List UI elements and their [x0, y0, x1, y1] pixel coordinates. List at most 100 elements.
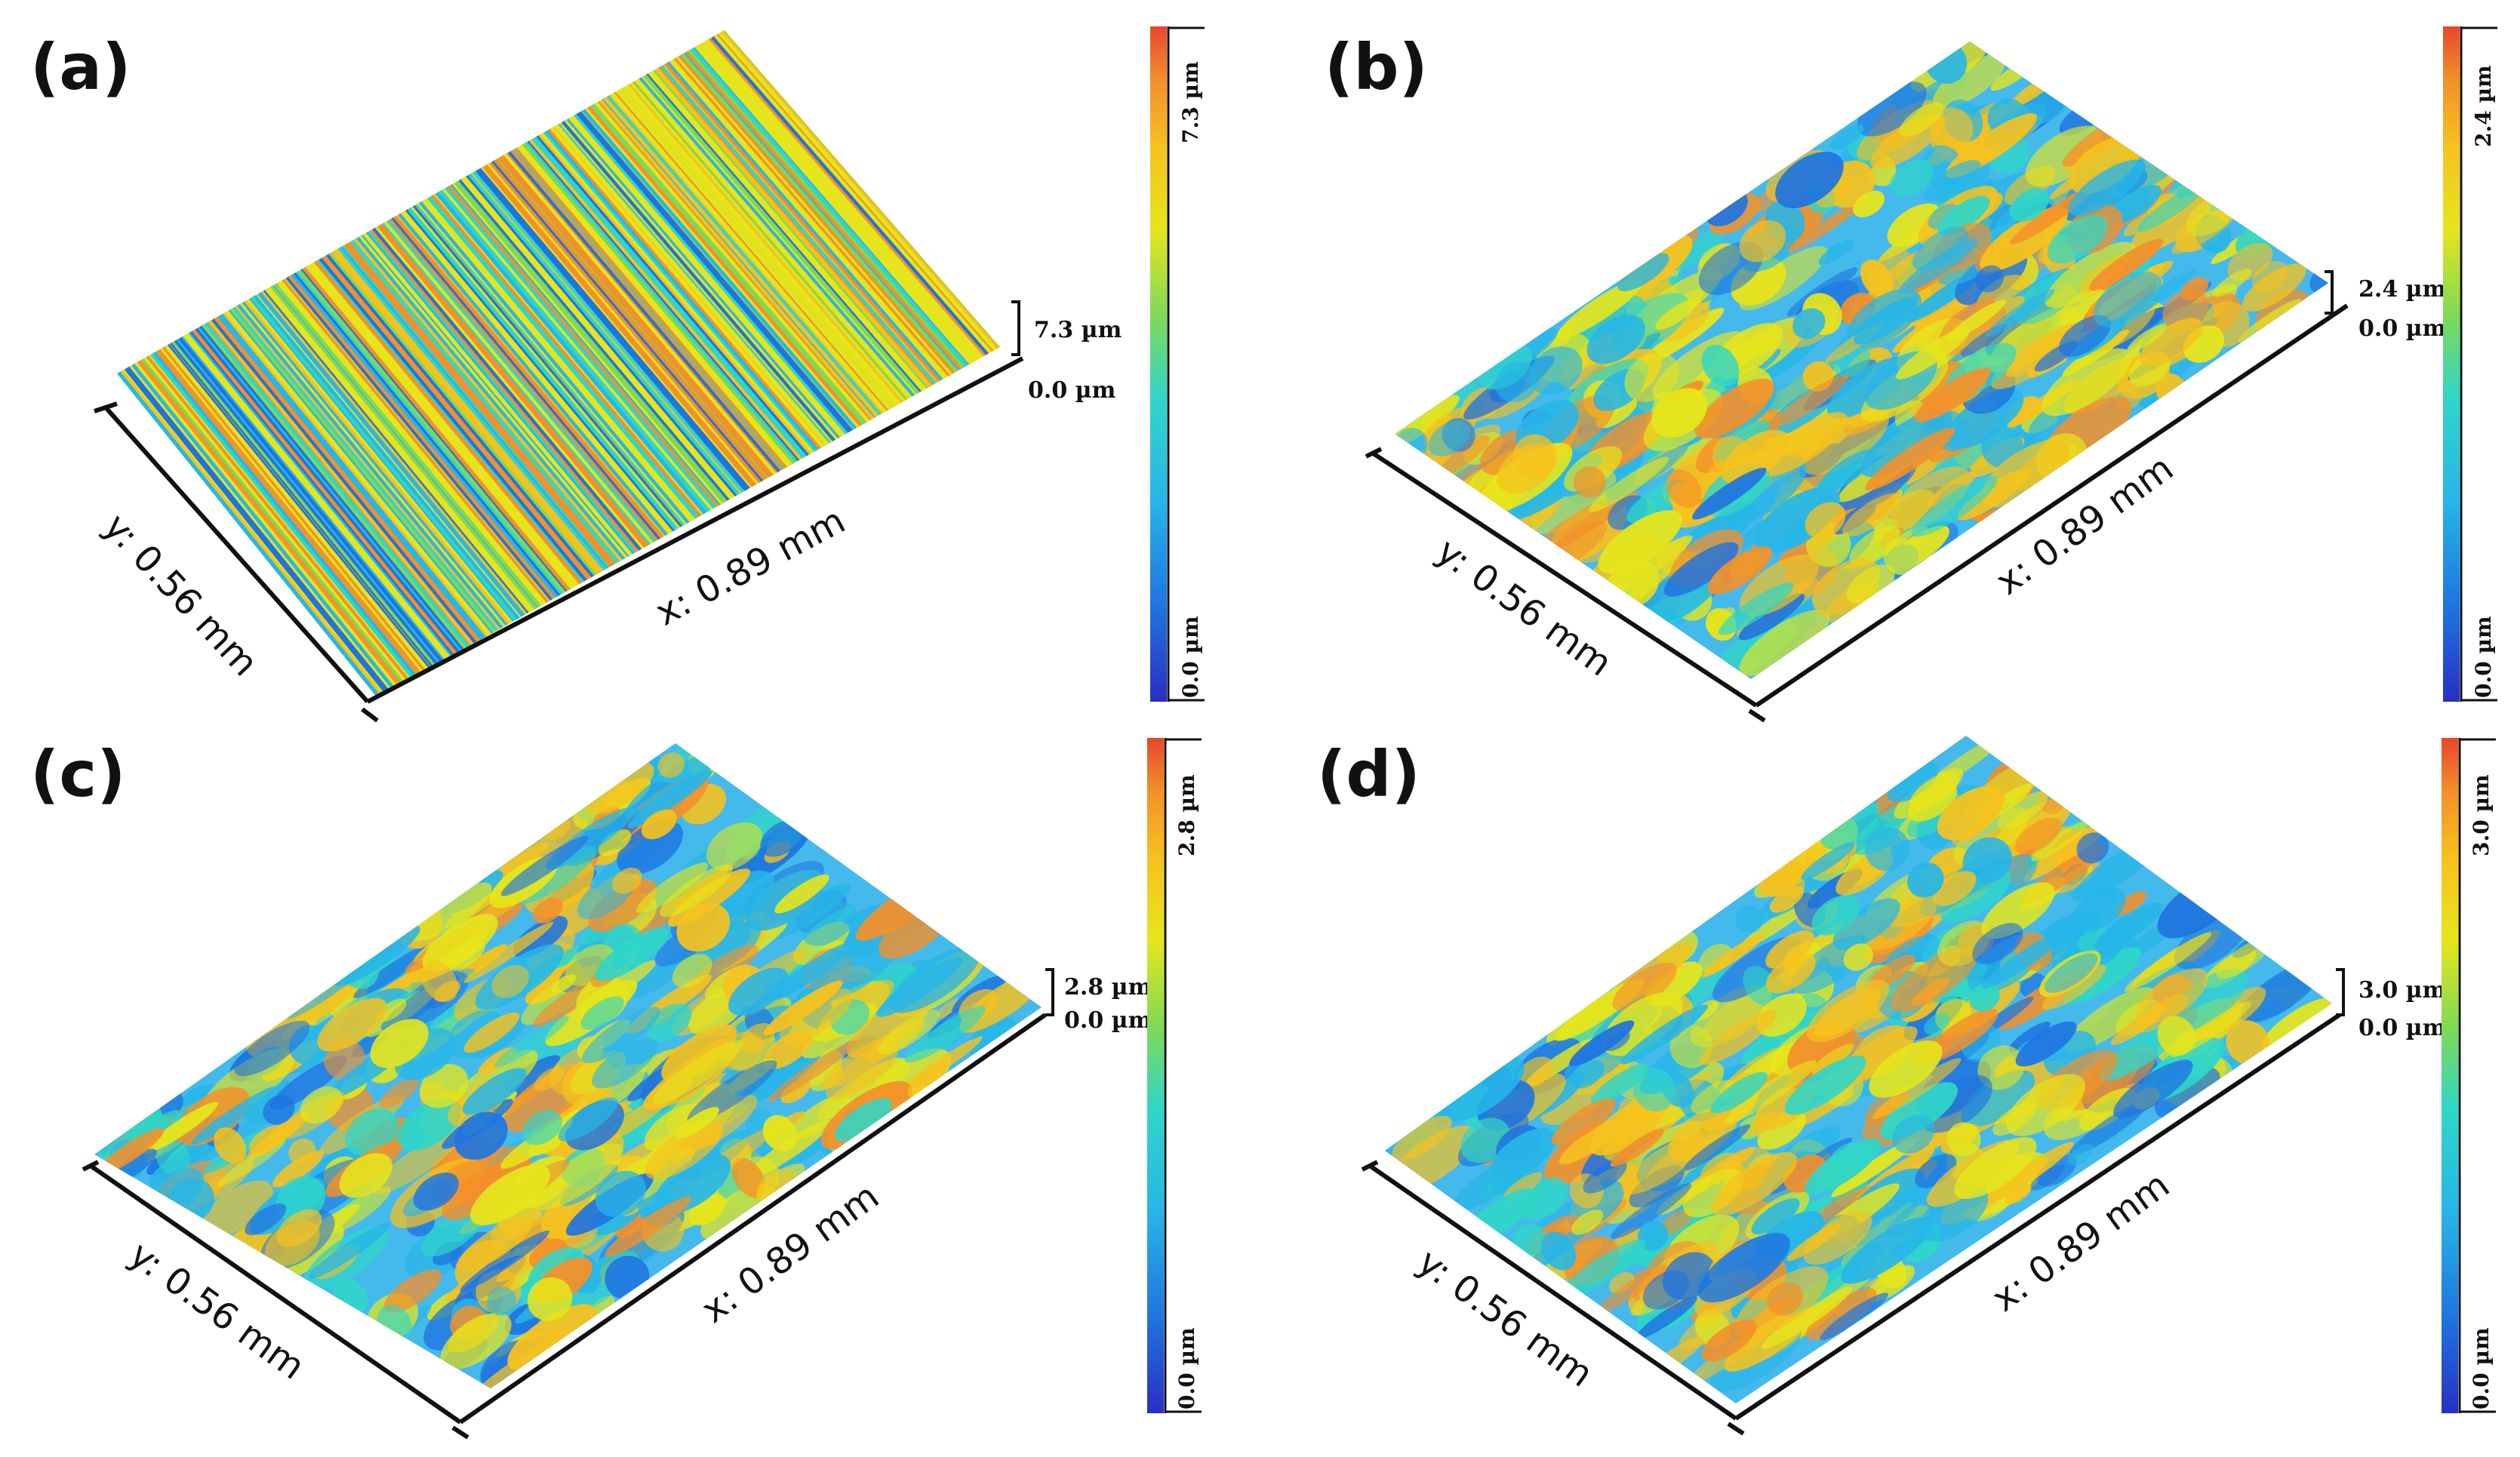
surface-groove: [143, 356, 408, 683]
surface-groove: [129, 364, 394, 691]
surface-patch: [802, 901, 857, 946]
surface-groove: [433, 192, 704, 515]
surface-patch: [1610, 1129, 1665, 1167]
surface-groove: [581, 109, 855, 430]
surface-patch: [876, 957, 963, 1017]
x-axis-line: [1755, 303, 2349, 708]
surface-patch: [660, 864, 734, 918]
surface-groove: [192, 328, 459, 656]
surface-patch: [2072, 887, 2126, 932]
surface-patch: [1811, 1044, 1854, 1074]
surface-patch: [1701, 1319, 1757, 1362]
surface-patch: [1911, 475, 1998, 537]
surface-patch: [1595, 1265, 1667, 1315]
surface-groove: [629, 81, 906, 402]
surface-groove: [635, 77, 914, 399]
surface-patch: [1739, 220, 1786, 263]
panel-c-label: (c): [30, 737, 126, 811]
surface-patch: [1698, 1233, 1790, 1303]
surface-groove: [466, 174, 738, 497]
surface-groove: [514, 146, 789, 469]
surface-groove: [536, 134, 810, 456]
surface-groove: [709, 36, 988, 357]
surface-patch: [1914, 367, 1991, 423]
surface-groove: [540, 131, 815, 454]
surface-groove: [700, 42, 977, 362]
surface-patch: [191, 1086, 277, 1145]
surface-patch: [1655, 299, 1697, 330]
surface-patch: [1534, 499, 1607, 549]
surface-patch: [245, 1203, 287, 1236]
surface-patch: [1784, 1055, 1866, 1115]
surface-groove: [137, 361, 400, 687]
surface-patch: [532, 897, 563, 924]
surface-groove: [413, 204, 683, 527]
surface-groove: [460, 176, 734, 500]
surface-patch: [309, 1222, 391, 1279]
surface-groove: [370, 228, 641, 553]
surface-groove: [405, 208, 676, 532]
surface-groove: [306, 263, 576, 589]
surface-patch: [1843, 943, 1873, 971]
surface-patch: [2124, 932, 2212, 992]
panel-b-label: (b): [1325, 30, 1428, 104]
surface-patch: [1571, 1210, 1604, 1235]
surface-groove: [309, 263, 578, 588]
surface-groove: [697, 44, 975, 363]
surface-patch: [1828, 1142, 1867, 1176]
surface-patch: [1865, 428, 1955, 490]
surface-groove: [237, 303, 503, 629]
surface-groove: [211, 318, 477, 644]
surface-groove: [491, 159, 765, 482]
surface-texture-patches: [1385, 736, 2332, 1392]
surface-groove: [643, 73, 921, 395]
surface-groove: [666, 60, 944, 381]
surface-groove: [139, 359, 403, 686]
surface-groove: [554, 123, 829, 446]
surface-groove: [642, 75, 918, 395]
colorbar-gradient: [2443, 26, 2460, 702]
panel-d-surface: [1385, 736, 2332, 1403]
surface-groove: [340, 245, 608, 570]
surface-groove: [508, 150, 782, 473]
surface-groove: [285, 275, 554, 601]
y-axis-tick: [1361, 1160, 1379, 1172]
surface-patch: [615, 1213, 647, 1238]
surface-groove: [256, 293, 522, 618]
surface-groove: [568, 115, 844, 438]
surface-patch: [1701, 933, 1765, 978]
surface-patch: [1852, 1198, 1919, 1246]
surface-groove: [311, 261, 580, 586]
surface-patch: [413, 1172, 459, 1211]
surface-patch: [1718, 582, 1794, 635]
surface-groove: [578, 111, 853, 432]
surface-patch: [1683, 1168, 1744, 1218]
surface-groove: [257, 291, 526, 618]
surface-groove: [711, 35, 990, 355]
surface-patch: [440, 1312, 512, 1369]
surface-groove: [571, 115, 846, 436]
surface-patch: [1972, 923, 2023, 964]
surface-groove: [152, 351, 417, 678]
surface-groove: [669, 59, 946, 380]
x-axis-line: [1734, 1013, 2341, 1421]
z-min-label: 0.0 µm: [1028, 377, 1116, 404]
surface-patch: [1391, 1115, 1452, 1161]
surface-groove: [208, 318, 475, 646]
surface-patch: [176, 1087, 251, 1146]
surface-groove: [117, 370, 382, 698]
surface-patch: [1801, 842, 1855, 880]
surface-groove: [587, 105, 863, 427]
surface-patch: [487, 1286, 517, 1316]
surface-patch: [1624, 352, 1680, 402]
surface-groove: [188, 331, 453, 657]
surface-patch: [1512, 434, 1558, 479]
surface-groove: [305, 266, 572, 589]
surface-groove: [242, 301, 508, 626]
surface-texture-patches: [97, 743, 1042, 1388]
surface-groove: [171, 340, 436, 667]
surface-patch: [1755, 487, 1840, 554]
surface-groove: [141, 358, 405, 684]
surface-patch: [1932, 54, 2006, 109]
colorbar-min-label: 0.0 µm: [2469, 1327, 2494, 1409]
